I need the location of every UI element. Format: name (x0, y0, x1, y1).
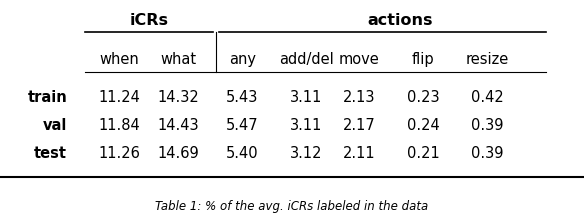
Text: 0.39: 0.39 (471, 118, 504, 133)
Text: 14.69: 14.69 (157, 146, 199, 161)
Text: test: test (34, 146, 67, 161)
Text: 5.40: 5.40 (226, 146, 259, 161)
Text: 0.21: 0.21 (407, 146, 440, 161)
Text: move: move (339, 52, 380, 67)
Text: iCRs: iCRs (130, 13, 168, 28)
Text: 3.11: 3.11 (290, 118, 323, 133)
Text: 11.84: 11.84 (99, 118, 141, 133)
Text: 2.13: 2.13 (343, 90, 376, 105)
Text: train: train (27, 90, 67, 105)
Text: 0.23: 0.23 (407, 90, 440, 105)
Text: 11.24: 11.24 (99, 90, 141, 105)
Text: 0.42: 0.42 (471, 90, 504, 105)
Text: what: what (160, 52, 196, 67)
Text: flip: flip (412, 52, 434, 67)
Text: 2.17: 2.17 (343, 118, 376, 133)
Text: any: any (229, 52, 256, 67)
Text: 5.47: 5.47 (226, 118, 259, 133)
Text: val: val (43, 118, 67, 133)
Text: 14.32: 14.32 (157, 90, 199, 105)
Text: add/del: add/del (279, 52, 334, 67)
Text: 0.24: 0.24 (407, 118, 440, 133)
Text: 0.39: 0.39 (471, 146, 504, 161)
Text: 5.43: 5.43 (226, 90, 259, 105)
Text: resize: resize (466, 52, 509, 67)
Text: Table 1: % of the avg. iCRs labeled in the data: Table 1: % of the avg. iCRs labeled in t… (155, 200, 429, 213)
Text: 14.43: 14.43 (157, 118, 199, 133)
Text: 2.11: 2.11 (343, 146, 376, 161)
Text: 11.26: 11.26 (99, 146, 141, 161)
Text: 3.11: 3.11 (290, 90, 323, 105)
Text: 3.12: 3.12 (290, 146, 323, 161)
Text: actions: actions (367, 13, 433, 28)
Text: when: when (100, 52, 140, 67)
